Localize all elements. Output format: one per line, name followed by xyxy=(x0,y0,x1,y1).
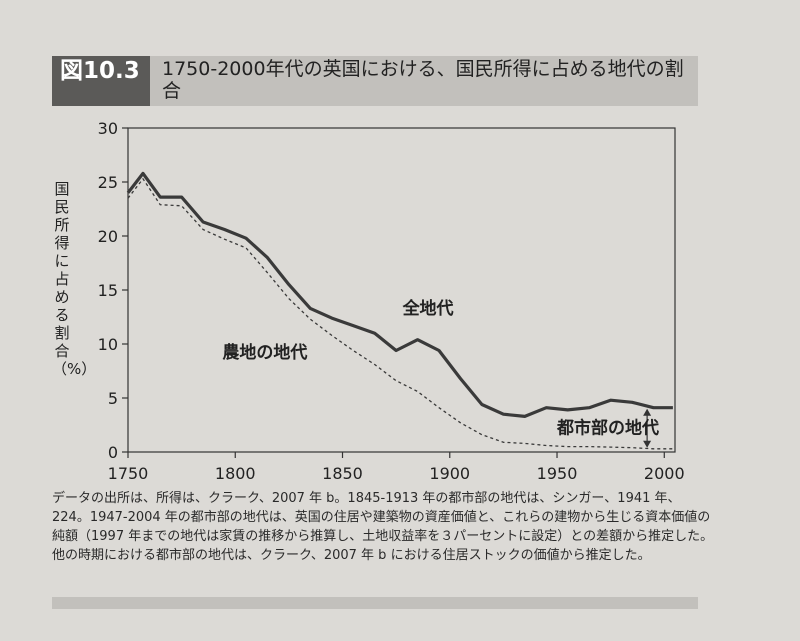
y-tick-label: 10 xyxy=(98,335,118,354)
x-tick-label: 2000 xyxy=(644,464,685,483)
y-tick-label: 15 xyxy=(98,281,118,300)
title-band xyxy=(52,56,698,106)
annotation-2: 農地の地代 xyxy=(222,342,307,363)
urban-range-arrowhead-top xyxy=(643,408,652,416)
footer-band xyxy=(52,597,698,609)
series-line-1 xyxy=(126,171,673,418)
plot-frame xyxy=(127,127,676,453)
y-tick-label: 0 xyxy=(108,443,118,462)
annotation-3: 都市部の地代 xyxy=(556,418,659,439)
y-axis-label: 国民所得に占める割合（%） xyxy=(52,180,97,378)
y-tick-label: 30 xyxy=(98,119,118,138)
line-chart: 0 5 10 15 20 25 30 1750 1800 1850 1900 1950 2000 全地代農… xyxy=(98,119,685,483)
annotation-1: 全地代 xyxy=(402,298,454,319)
figure-title: 1750-2000年代の英国における、国民所得に占める地代の割合 xyxy=(162,58,684,102)
y-tick-label: 25 xyxy=(98,173,118,192)
series-line-2 xyxy=(127,178,673,450)
x-tick-label: 1750 xyxy=(108,464,149,483)
x-tick-label: 1950 xyxy=(537,464,578,483)
figure-number: 図10.3 xyxy=(52,56,150,106)
figure-caption: データの出所は、所得は、クラーク、2007 年 b。1845-1913 年の都市… xyxy=(52,491,714,563)
x-tick-label: 1800 xyxy=(215,464,256,483)
y-tick-label: 20 xyxy=(98,227,118,246)
urban-range-arrowhead-bottom xyxy=(643,440,652,448)
x-tick-label: 1850 xyxy=(322,464,363,483)
x-tick-label: 1900 xyxy=(429,464,470,483)
y-tick-label: 5 xyxy=(108,389,118,408)
